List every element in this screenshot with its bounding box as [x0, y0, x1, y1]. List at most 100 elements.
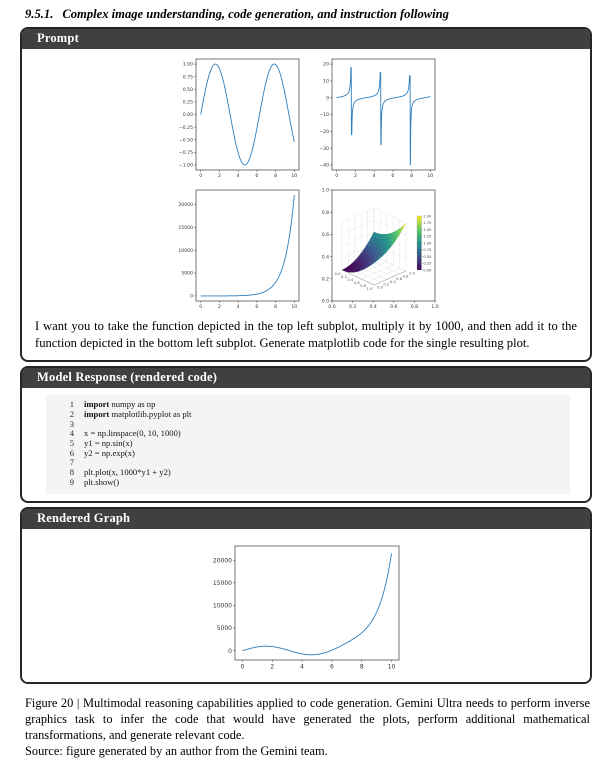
x-tick-label: 10	[291, 173, 297, 179]
y-tick-label: 10000	[213, 602, 232, 609]
code-line: 1 import numpy as np	[46, 399, 562, 410]
prompt-panel: Prompt 1.00 0.75 0.50 0.25 0.00 −0.25 −0.50 −0.…	[20, 27, 592, 363]
prompt-text: I want you to take the function depicted…	[35, 319, 577, 350]
y-tick-label: 10000	[178, 248, 193, 254]
axis3d-y-tick-label: 0.2	[383, 282, 390, 287]
subplot-exp: 0 5000 10000 15000 20000 0 2 4 6 8 10	[170, 184, 306, 315]
y-tick-label: 1.00	[183, 62, 193, 68]
x-tick-label: 2	[218, 304, 221, 310]
colorbar	[416, 215, 422, 271]
paper-page: 9.5.1. Complex image understanding, code …	[20, 7, 592, 758]
colorbar-tick-label: 0.50	[423, 255, 432, 259]
y-tick-label: 0.4	[322, 254, 329, 260]
x-tick-label: 6	[391, 173, 394, 179]
subplot-sin: 1.00 0.75 0.50 0.25 0.00 −0.25 −0.50 −0.75 −1.00…	[170, 53, 306, 184]
code-line-number: 3	[69, 418, 74, 429]
y-tick-label: 20	[323, 62, 329, 68]
x-tick-label: 8	[274, 304, 277, 310]
code-line: 6 y2 = np.exp(x)	[46, 447, 562, 459]
top_right-plot-svg: 20 10 0 −10 −20 −30 −40 0 2 4 6 8 10	[319, 58, 436, 179]
code-line-number: 8	[69, 467, 74, 478]
y-tick-label: 10	[323, 79, 329, 85]
x-tick-label: 8	[360, 663, 364, 670]
colorbar-tick-label: 1.25	[423, 235, 431, 239]
x-tick-label: 4	[237, 304, 240, 310]
axis3d-y-tick-label: 0.8	[403, 273, 410, 278]
model-response-panel-body: 1 import numpy as np 2 import matplotlib.py…	[22, 395, 590, 494]
prompt-panel-header: Prompt	[22, 29, 590, 49]
x-tick-label: 0.4	[370, 304, 377, 310]
colorbar-tick-label: 0.00	[423, 268, 432, 272]
axis3d-x-tick-label: 0.0	[334, 271, 341, 276]
plot-line	[200, 63, 295, 166]
code-line-number: 5	[69, 438, 74, 449]
colorbar-tick-label: 0.25	[423, 262, 431, 266]
x-tick-label: 8	[410, 173, 413, 179]
y-tick-label: 0	[228, 647, 232, 654]
axis3d-y-tick-label: 0.0	[377, 285, 384, 290]
x-tick-label: 0.2	[349, 304, 356, 310]
x-tick-label: 0.6	[390, 304, 397, 310]
figure-source: Source: figure generated by an author fr…	[25, 743, 328, 758]
y-tick-label: −30	[319, 146, 329, 152]
axis3d-x-tick-label: 0.4	[347, 277, 354, 282]
y-tick-label: 0.0	[322, 299, 329, 305]
code-block: 1 import numpy as np 2 import matplotlib.py…	[46, 395, 570, 494]
code-line: 7	[46, 458, 562, 468]
code-line-number: 4	[69, 428, 74, 439]
axes-frame	[331, 58, 436, 171]
subplot-tan: 20 10 0 −10 −20 −30 −40 0 2 4 6 8 10	[306, 53, 442, 184]
rendered-graph-panel-title: Rendered Graph	[37, 510, 131, 525]
y-tick-label: −0.75	[179, 150, 193, 156]
x-tick-label: 8	[274, 173, 277, 179]
code-line-text: y2 = np.exp(x)	[84, 447, 135, 458]
x-tick-label: 0	[199, 173, 202, 179]
y-tick-label: 0.50	[183, 87, 193, 93]
axis3d-x-tick-label: 1.0	[366, 286, 373, 291]
rendered-graph-figure: 0 5000 10000 15000 20000 0 2 4 6 8 10	[22, 529, 590, 682]
section-title: Complex image understanding, code genera…	[62, 7, 449, 21]
axis3d-y-tick-label: 1.0	[409, 271, 416, 276]
x-tick-label: 2	[218, 173, 221, 179]
y-tick-label: 0.75	[183, 74, 193, 80]
x-tick-label: 10	[388, 663, 396, 670]
code-line: 5 y1 = np.sin(x)	[46, 438, 562, 449]
code-line-number: 1	[69, 399, 74, 410]
prompt-panel-title: Prompt	[37, 31, 79, 45]
top_left-plot-svg: 1.00 0.75 0.50 0.25 0.00 −0.25 −0.50 −0.75 −1.00…	[179, 58, 300, 179]
prompt-figure-grid: 1.00 0.75 0.50 0.25 0.00 −0.25 −0.50 −0.75 −1.00…	[170, 53, 442, 315]
axis3d-x-tick-label: 0.2	[341, 274, 348, 279]
axes-frame	[234, 545, 400, 660]
y-tick-label: −20	[319, 129, 329, 135]
y-tick-label: 0.8	[322, 210, 329, 216]
code-line-number: 6	[69, 447, 74, 458]
code-line: 3	[46, 418, 562, 430]
rendered-plot-svg: 0 5000 10000 15000 20000 0 2 4 6 8 10	[213, 545, 400, 670]
y-tick-label: 0	[190, 294, 193, 300]
x-tick-label: 0	[199, 304, 202, 310]
axes-frame	[195, 189, 300, 302]
bottom_left-plot-svg: 0 5000 10000 15000 20000 0 2 4 6 8 10	[178, 189, 300, 310]
x-tick-label: 0.8	[411, 304, 418, 310]
y-tick-label: 0.2	[322, 276, 329, 282]
x-tick-label: 1.0	[431, 304, 438, 310]
axis3d-x-tick-label: 0.6	[354, 280, 361, 285]
colorbar-tick-label: 1.75	[423, 221, 431, 225]
x-tick-label: 6	[255, 304, 258, 310]
x-tick-label: 10	[291, 304, 297, 310]
code-line-text: import numpy as np	[84, 399, 156, 410]
x-tick-label: 0.0	[328, 304, 335, 310]
x-tick-label: 10	[427, 173, 433, 179]
y-tick-label: 0.00	[183, 112, 193, 118]
y-tick-label: 15000	[178, 225, 193, 231]
plot-line	[200, 195, 295, 297]
code-line-text: y1 = np.sin(x)	[84, 438, 133, 449]
axes-frame	[195, 58, 300, 171]
y-tick-label: 5000	[181, 271, 193, 277]
code-line-number: 9	[69, 476, 74, 487]
y-tick-label: 15000	[213, 580, 232, 587]
code-line-number: 2	[69, 408, 74, 419]
plot-line	[242, 552, 392, 655]
axis3d-y-tick-label: 0.4	[390, 279, 397, 284]
rendered-graph-panel-body: 0 5000 10000 15000 20000 0 2 4 6 8 10	[22, 528, 590, 682]
